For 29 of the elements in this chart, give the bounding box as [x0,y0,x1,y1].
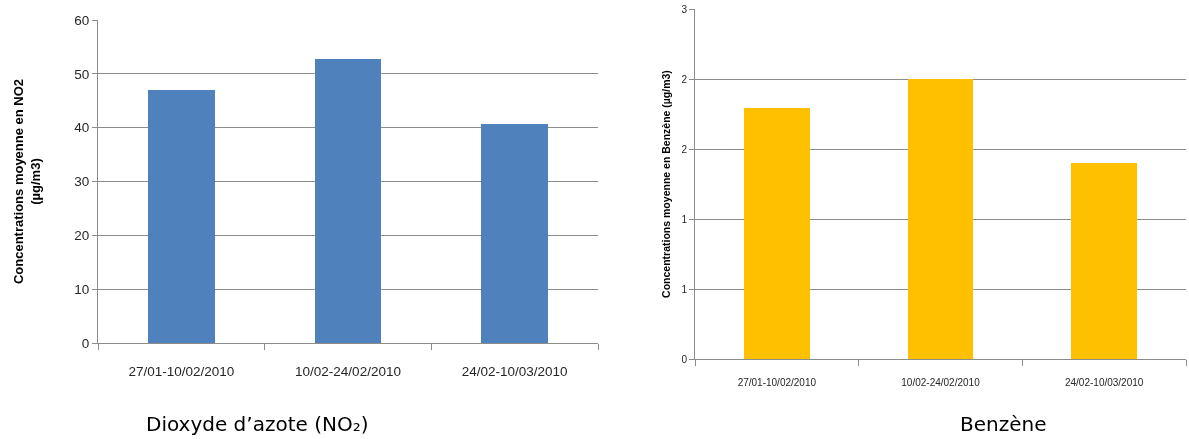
y-tick-label: 1 [681,213,688,225]
text: Dioxyde d’azote (NO₂) [146,412,369,436]
bar [315,59,381,343]
y-tick-label: 30 [74,174,90,190]
y-axis-title: Concentrations moyenne en NO2 (µg/m3) [11,78,44,285]
bar [148,90,215,343]
y-tick-label: 60 [74,12,90,28]
y-tick-label: 40 [74,120,90,136]
x-tick-label: 10/02-24/02/2010 [295,364,401,380]
bar [744,108,810,359]
x-tick-label: 27/01-10/02/2010 [737,377,817,388]
y-tick-label: 2 [681,73,688,85]
x-tick-label: 10/02-24/02/2010 [901,377,981,388]
x-tick-label: 24/02-10/03/2010 [1064,377,1144,388]
y-tick-label: 50 [74,66,90,82]
x-tick-label: 24/02-10/03/2010 [461,364,568,380]
y-tick-label: 2 [681,143,688,155]
y-tick-label: 10 [74,281,90,297]
y-tick-label: 0 [681,353,688,365]
x-tick-label: 27/01-10/02/2010 [128,364,235,380]
y-tick-label: 20 [74,228,90,244]
y-tick-label: 3 [681,3,688,15]
bar [908,79,973,359]
bar [1071,163,1137,359]
bar [481,124,548,343]
y-tick-label: 0 [81,335,90,351]
y-axis-title: Concentrations moyenne en Benzène (µg/m3) [660,70,673,298]
y-tick-label: 1 [681,283,688,295]
text: Benzène [960,412,1047,436]
